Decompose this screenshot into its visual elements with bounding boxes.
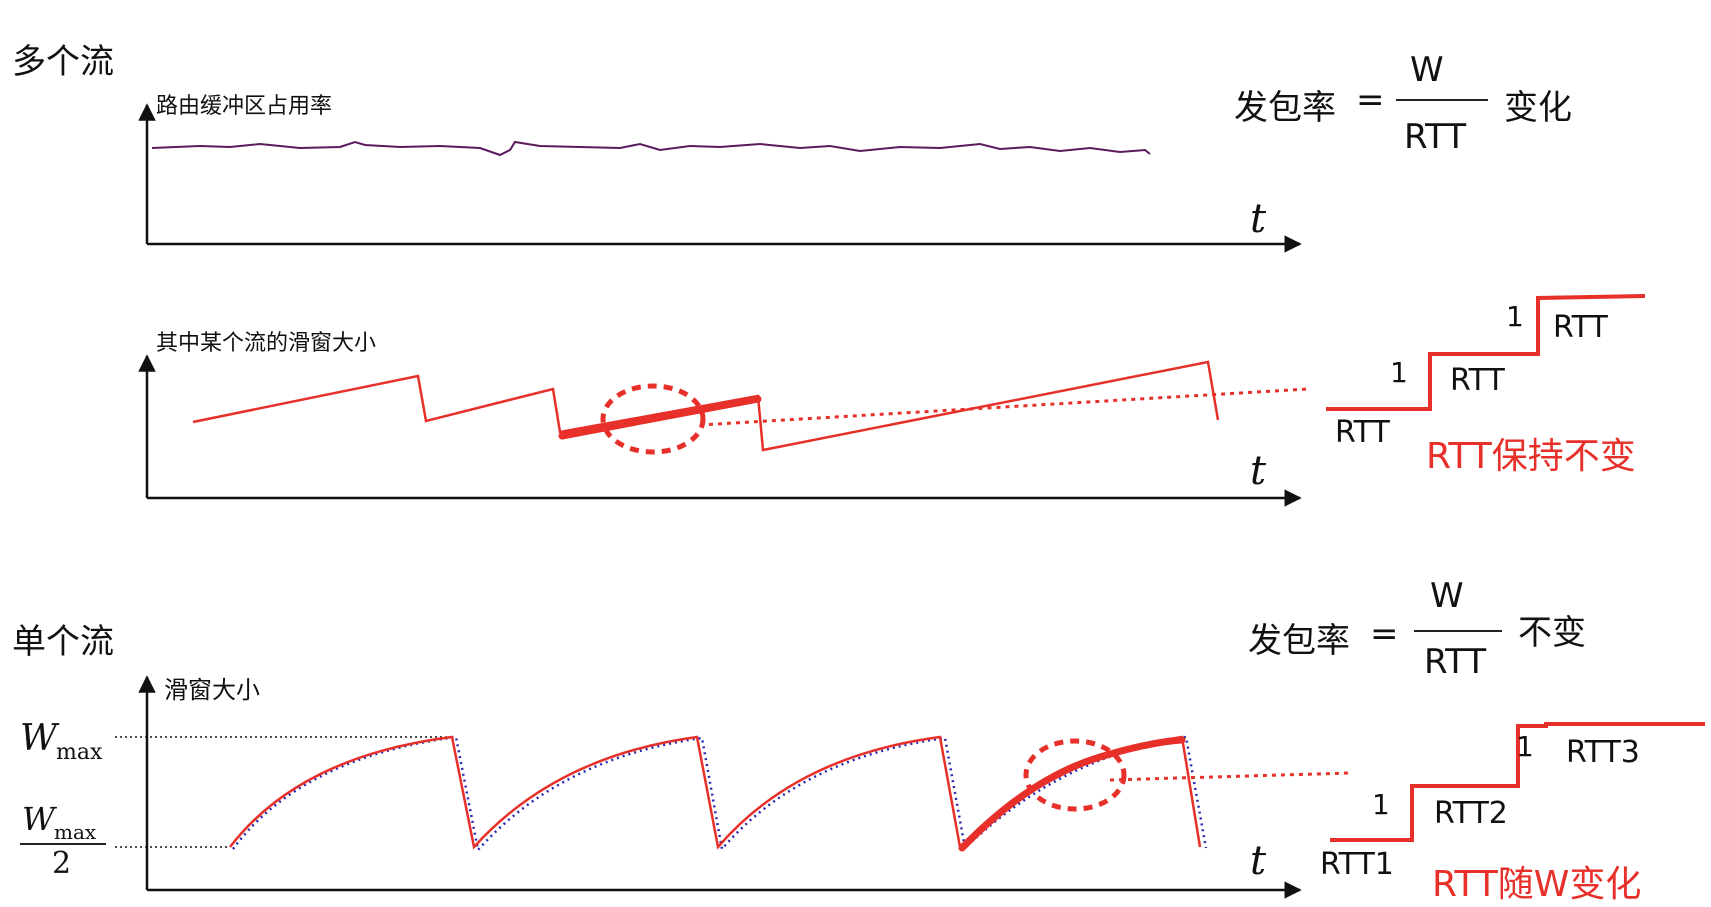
single-step-one-a: 1 xyxy=(1372,788,1390,821)
window-model-dotted xyxy=(231,735,1208,853)
multi-formula-num: W xyxy=(1410,50,1444,90)
single-formula-eq: = xyxy=(1370,614,1399,654)
chart1-t-label: t xyxy=(1250,196,1267,242)
multi-step-rtt-c: RTT xyxy=(1553,310,1608,345)
multi-step-one-a: 1 xyxy=(1390,356,1408,389)
multi-formula-bar xyxy=(1396,99,1488,101)
single-step-note: RTT随W变化 xyxy=(1432,864,1642,905)
half-wmax-label-den: 2 xyxy=(52,846,72,881)
multi-flow-title: 多个流 xyxy=(12,42,114,82)
single-formula-num: W xyxy=(1430,576,1464,616)
rtt-staircase-multi xyxy=(1326,294,1646,411)
single-step-rtt-3: RTT3 xyxy=(1566,735,1640,770)
single-step-rtt-2: RTT2 xyxy=(1434,796,1508,831)
window-sawtooth-multi xyxy=(192,360,1220,452)
chart2-t-label: t xyxy=(1250,448,1267,494)
window-highlight-single xyxy=(958,736,1186,852)
rtt-staircase-single xyxy=(1330,722,1705,842)
single-step-rtt-1: RTT1 xyxy=(1320,847,1394,882)
half-wmax-label-w: W xyxy=(22,800,55,838)
chart3-axes xyxy=(138,675,1302,899)
chart1-axes xyxy=(138,103,1302,253)
chart2-ylabel: 其中某个流的滑窗大小 xyxy=(156,331,377,356)
highlight-circle-multi xyxy=(600,383,706,455)
window-highlight-multi xyxy=(558,395,762,440)
chart2-axes xyxy=(138,354,1302,507)
wmax-label-w: W xyxy=(20,718,58,759)
multi-formula-rhs: 变化 xyxy=(1504,88,1572,128)
single-formula-rhs: 不变 xyxy=(1518,613,1586,653)
single-formula-den: RTT xyxy=(1424,642,1487,682)
buffer-occupancy-line xyxy=(151,140,1151,157)
wmax-label-sub: max xyxy=(56,740,103,765)
single-formula-lhs: 发包率 xyxy=(1248,621,1350,661)
multi-step-rtt-a: RTT xyxy=(1335,415,1390,450)
window-sawtooth-single xyxy=(229,735,1202,850)
multi-formula-den: RTT xyxy=(1404,117,1467,157)
window-trend-dotted-multi xyxy=(699,387,1309,427)
multi-formula-eq: = xyxy=(1356,80,1385,120)
highlight-circle-single xyxy=(1023,738,1127,812)
multi-step-note: RTT保持不变 xyxy=(1426,436,1636,477)
chart3-t-label: t xyxy=(1250,838,1267,884)
multi-step-rtt-b: RTT xyxy=(1450,363,1505,398)
chart3-ylabel: 滑窗大小 xyxy=(164,676,260,704)
chart1-ylabel: 路由缓冲区占用率 xyxy=(156,94,333,119)
single-formula-bar xyxy=(1414,630,1502,632)
multi-step-one-b: 1 xyxy=(1506,300,1524,333)
half-wmax-label-sub: max xyxy=(54,820,97,844)
window-trend-dotted-single xyxy=(1109,771,1351,782)
multi-formula-lhs: 发包率 xyxy=(1234,88,1336,128)
half-wmax-bar xyxy=(20,843,106,845)
single-step-one-b: 1 xyxy=(1516,730,1534,763)
single-flow-title: 单个流 xyxy=(12,622,114,662)
